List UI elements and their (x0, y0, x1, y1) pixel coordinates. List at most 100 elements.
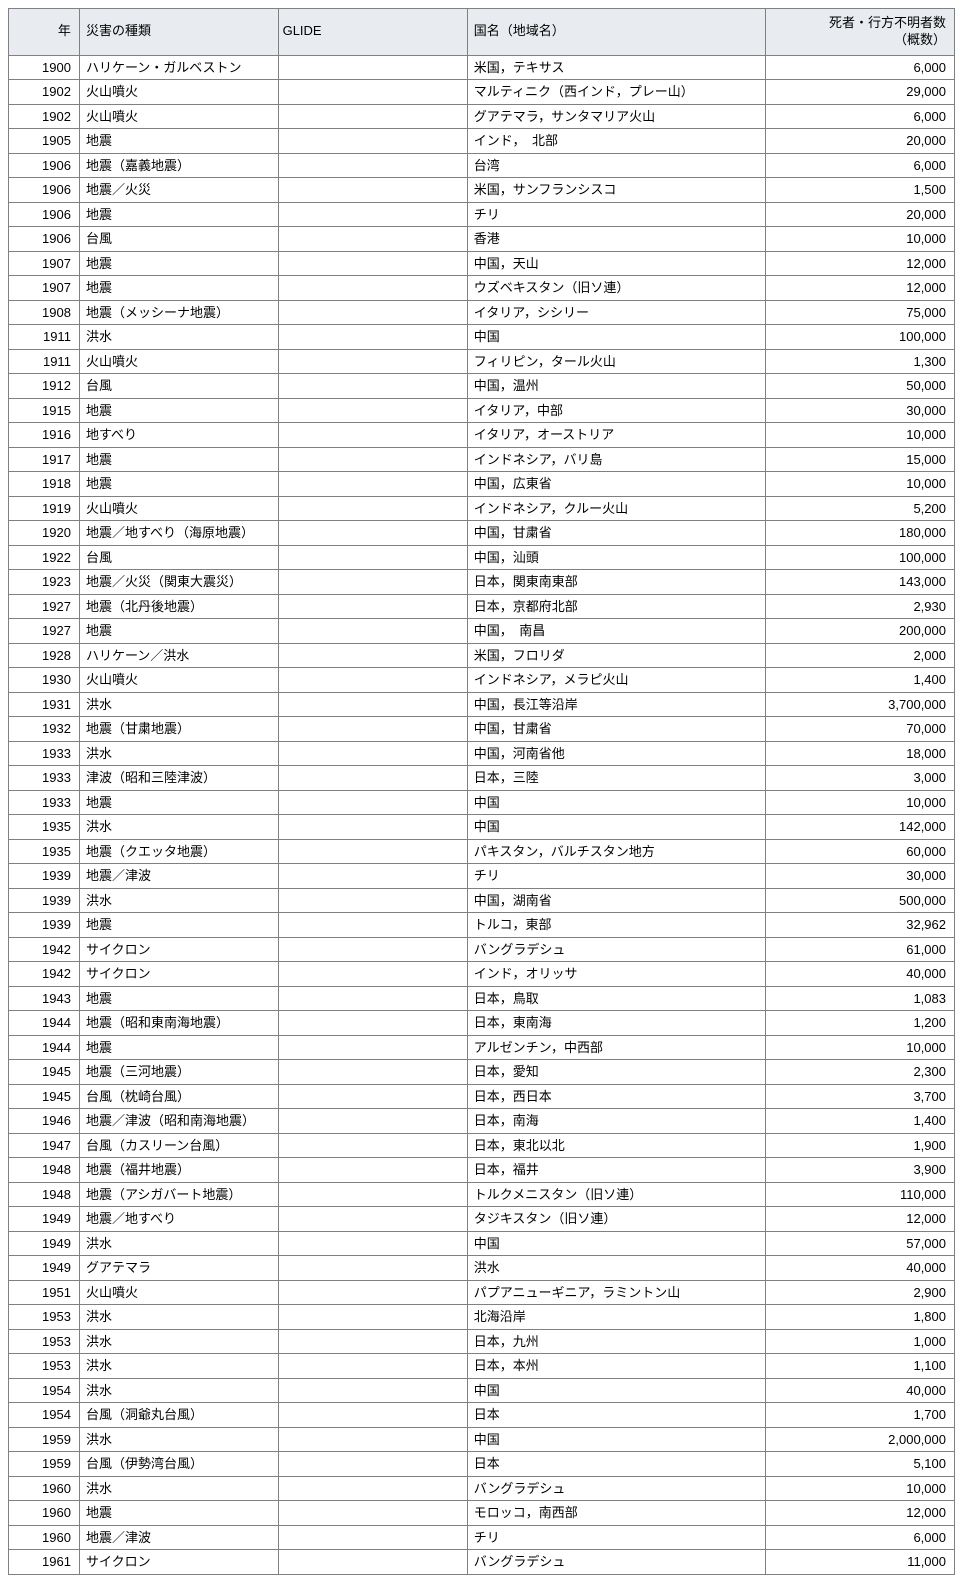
cell-year: 1935 (9, 815, 80, 840)
cell-type: 洪水 (79, 1476, 278, 1501)
cell-glide (278, 1035, 467, 1060)
cell-country: 中国，湖南省 (467, 888, 765, 913)
cell-type: 地震（クエッタ地震） (79, 839, 278, 864)
cell-glide (278, 1256, 467, 1281)
cell-year: 1900 (9, 55, 80, 80)
cell-type: 洪水 (79, 815, 278, 840)
cell-type: 地震／火災 (79, 178, 278, 203)
cell-year: 1918 (9, 472, 80, 497)
cell-type: 台風（枕崎台風） (79, 1084, 278, 1109)
table-row: 1944地震（昭和東南海地震）日本，東南海1,200 (9, 1011, 955, 1036)
cell-country: 日本，愛知 (467, 1060, 765, 1085)
cell-year: 1953 (9, 1305, 80, 1330)
cell-deaths: 61,000 (765, 937, 954, 962)
cell-year: 1951 (9, 1280, 80, 1305)
cell-deaths: 180,000 (765, 521, 954, 546)
cell-type: サイクロン (79, 937, 278, 962)
cell-deaths: 20,000 (765, 202, 954, 227)
cell-country: 米国，サンフランシスコ (467, 178, 765, 203)
cell-glide (278, 1231, 467, 1256)
cell-type: 地震（嘉義地震） (79, 153, 278, 178)
cell-year: 1908 (9, 300, 80, 325)
cell-country: 中国 (467, 325, 765, 350)
cell-glide (278, 1329, 467, 1354)
cell-country: インドネシア，クルー火山 (467, 496, 765, 521)
cell-type: 地震（北丹後地震） (79, 594, 278, 619)
cell-deaths: 75,000 (765, 300, 954, 325)
cell-glide (278, 790, 467, 815)
cell-glide (278, 349, 467, 374)
cell-year: 1906 (9, 153, 80, 178)
cell-country: 米国，フロリダ (467, 643, 765, 668)
cell-glide (278, 839, 467, 864)
cell-type: 地震（昭和東南海地震） (79, 1011, 278, 1036)
cell-year: 1953 (9, 1354, 80, 1379)
cell-glide (278, 447, 467, 472)
cell-year: 1939 (9, 913, 80, 938)
cell-type: 地震 (79, 1501, 278, 1526)
cell-deaths: 60,000 (765, 839, 954, 864)
cell-glide (278, 1403, 467, 1428)
cell-deaths: 2,900 (765, 1280, 954, 1305)
cell-type: サイクロン (79, 962, 278, 987)
cell-glide (278, 1207, 467, 1232)
cell-glide (278, 864, 467, 889)
table-row: 1953洪水日本，本州1,100 (9, 1354, 955, 1379)
cell-glide (278, 472, 467, 497)
cell-country: トルコ，東部 (467, 913, 765, 938)
cell-glide (278, 129, 467, 154)
cell-country: 日本，本州 (467, 1354, 765, 1379)
cell-year: 1931 (9, 692, 80, 717)
cell-type: 地震 (79, 276, 278, 301)
cell-glide (278, 1476, 467, 1501)
cell-country: 中国，天山 (467, 251, 765, 276)
cell-country: モロッコ，南西部 (467, 1501, 765, 1526)
cell-country: 中国，汕頭 (467, 545, 765, 570)
cell-glide (278, 766, 467, 791)
cell-country: 中国，温州 (467, 374, 765, 399)
cell-country: タジキスタン（旧ソ連） (467, 1207, 765, 1232)
table-row: 1902火山噴火マルティニク（西インド，プレー山）29,000 (9, 80, 955, 105)
cell-country: イタリア，シシリー (467, 300, 765, 325)
cell-type: 津波（昭和三陸津波） (79, 766, 278, 791)
cell-deaths: 5,200 (765, 496, 954, 521)
cell-country: インドネシア，メラピ火山 (467, 668, 765, 693)
table-row: 1947台風（カスリーン台風）日本，東北以北1,900 (9, 1133, 955, 1158)
cell-deaths: 1,083 (765, 986, 954, 1011)
table-row: 1943地震日本，鳥取1,083 (9, 986, 955, 1011)
cell-year: 1947 (9, 1133, 80, 1158)
cell-year: 1946 (9, 1109, 80, 1134)
cell-type: 洪水 (79, 1354, 278, 1379)
cell-type: 火山噴火 (79, 1280, 278, 1305)
cell-year: 1907 (9, 251, 80, 276)
cell-type: 洪水 (79, 1378, 278, 1403)
cell-deaths: 2,000 (765, 643, 954, 668)
table-row: 1961サイクロンバングラデシュ11,000 (9, 1550, 955, 1575)
cell-country: 香港 (467, 227, 765, 252)
cell-country: 日本，福井 (467, 1158, 765, 1183)
cell-glide (278, 1011, 467, 1036)
header-type: 災害の種類 (79, 9, 278, 56)
disaster-table: 年災害の種類GLIDE国名（地域名）死者・行方不明者数（概数） 1900ハリケー… (8, 8, 955, 1575)
table-row: 1918地震中国，広東省10,000 (9, 472, 955, 497)
cell-type: 洪水 (79, 692, 278, 717)
cell-year: 1911 (9, 325, 80, 350)
cell-year: 1948 (9, 1182, 80, 1207)
cell-year: 1930 (9, 668, 80, 693)
cell-country: 中国 (467, 1427, 765, 1452)
cell-country: ウズベキスタン（旧ソ連） (467, 276, 765, 301)
cell-type: 台風（洞爺丸台風） (79, 1403, 278, 1428)
cell-country: 日本 (467, 1403, 765, 1428)
cell-glide (278, 815, 467, 840)
cell-year: 1935 (9, 839, 80, 864)
cell-glide (278, 962, 467, 987)
cell-type: 地震（メッシーナ地震） (79, 300, 278, 325)
cell-deaths: 6,000 (765, 153, 954, 178)
cell-deaths: 40,000 (765, 962, 954, 987)
cell-deaths: 143,000 (765, 570, 954, 595)
table-row: 1954台風（洞爺丸台風）日本1,700 (9, 1403, 955, 1428)
cell-country: 台湾 (467, 153, 765, 178)
cell-year: 1943 (9, 986, 80, 1011)
cell-deaths: 1,400 (765, 668, 954, 693)
cell-type: 地すべり (79, 423, 278, 448)
